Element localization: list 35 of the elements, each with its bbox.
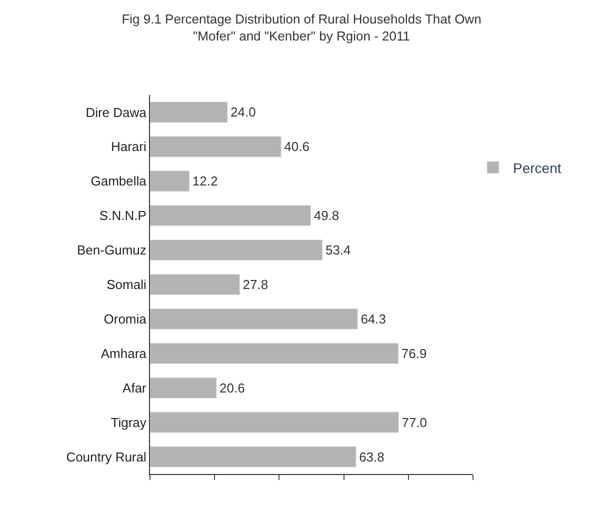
- bar: [150, 102, 228, 123]
- bar: [150, 412, 399, 433]
- bar: [150, 170, 190, 192]
- y-tick-label: Country Rural: [66, 449, 147, 464]
- y-tick-label: Dire Dawa: [86, 104, 148, 120]
- data-label: 64.3: [360, 311, 386, 326]
- data-label: 77.0: [402, 414, 428, 430]
- data-label: 20.6: [220, 380, 245, 396]
- bar: [150, 308, 358, 330]
- y-tick-label: Tigray: [110, 414, 147, 430]
- data-label: 76.9: [401, 346, 427, 361]
- y-tick-label: Amhara: [100, 346, 148, 361]
- y-tick-label: Oromia: [104, 312, 148, 326]
- data-label: 12.2: [192, 174, 218, 189]
- legend-label: Percent: [513, 160, 562, 176]
- data-label: 24.0: [230, 104, 256, 120]
- data-label: 49.8: [314, 208, 340, 224]
- y-tick-label: Ben-Gumuz: [77, 242, 146, 258]
- bar: [150, 446, 356, 468]
- bar: [150, 274, 240, 296]
- data-label: 53.4: [325, 242, 351, 258]
- y-tick-label: Somali: [106, 277, 146, 292]
- chart-title: Fig 9.1 Percentage Distribution of Rural Households That Own "Mofer" and "Kenber" by Rgion - 2011: [122, 12, 482, 44]
- y-tick-label: S.N.N.P: [99, 208, 146, 224]
- y-tick-label: Harari: [110, 139, 146, 154]
- data-label: 27.8: [242, 277, 268, 292]
- bar: [150, 205, 312, 226]
- data-label: 40.6: [284, 139, 310, 154]
- y-tick-label: Gambella: [90, 174, 148, 189]
- bar: [150, 136, 282, 158]
- bar: [150, 239, 323, 261]
- bar: [150, 377, 217, 398]
- bar: [150, 342, 399, 364]
- data-label: 63.8: [359, 449, 384, 464]
- y-tick-label: Afar: [122, 380, 148, 396]
